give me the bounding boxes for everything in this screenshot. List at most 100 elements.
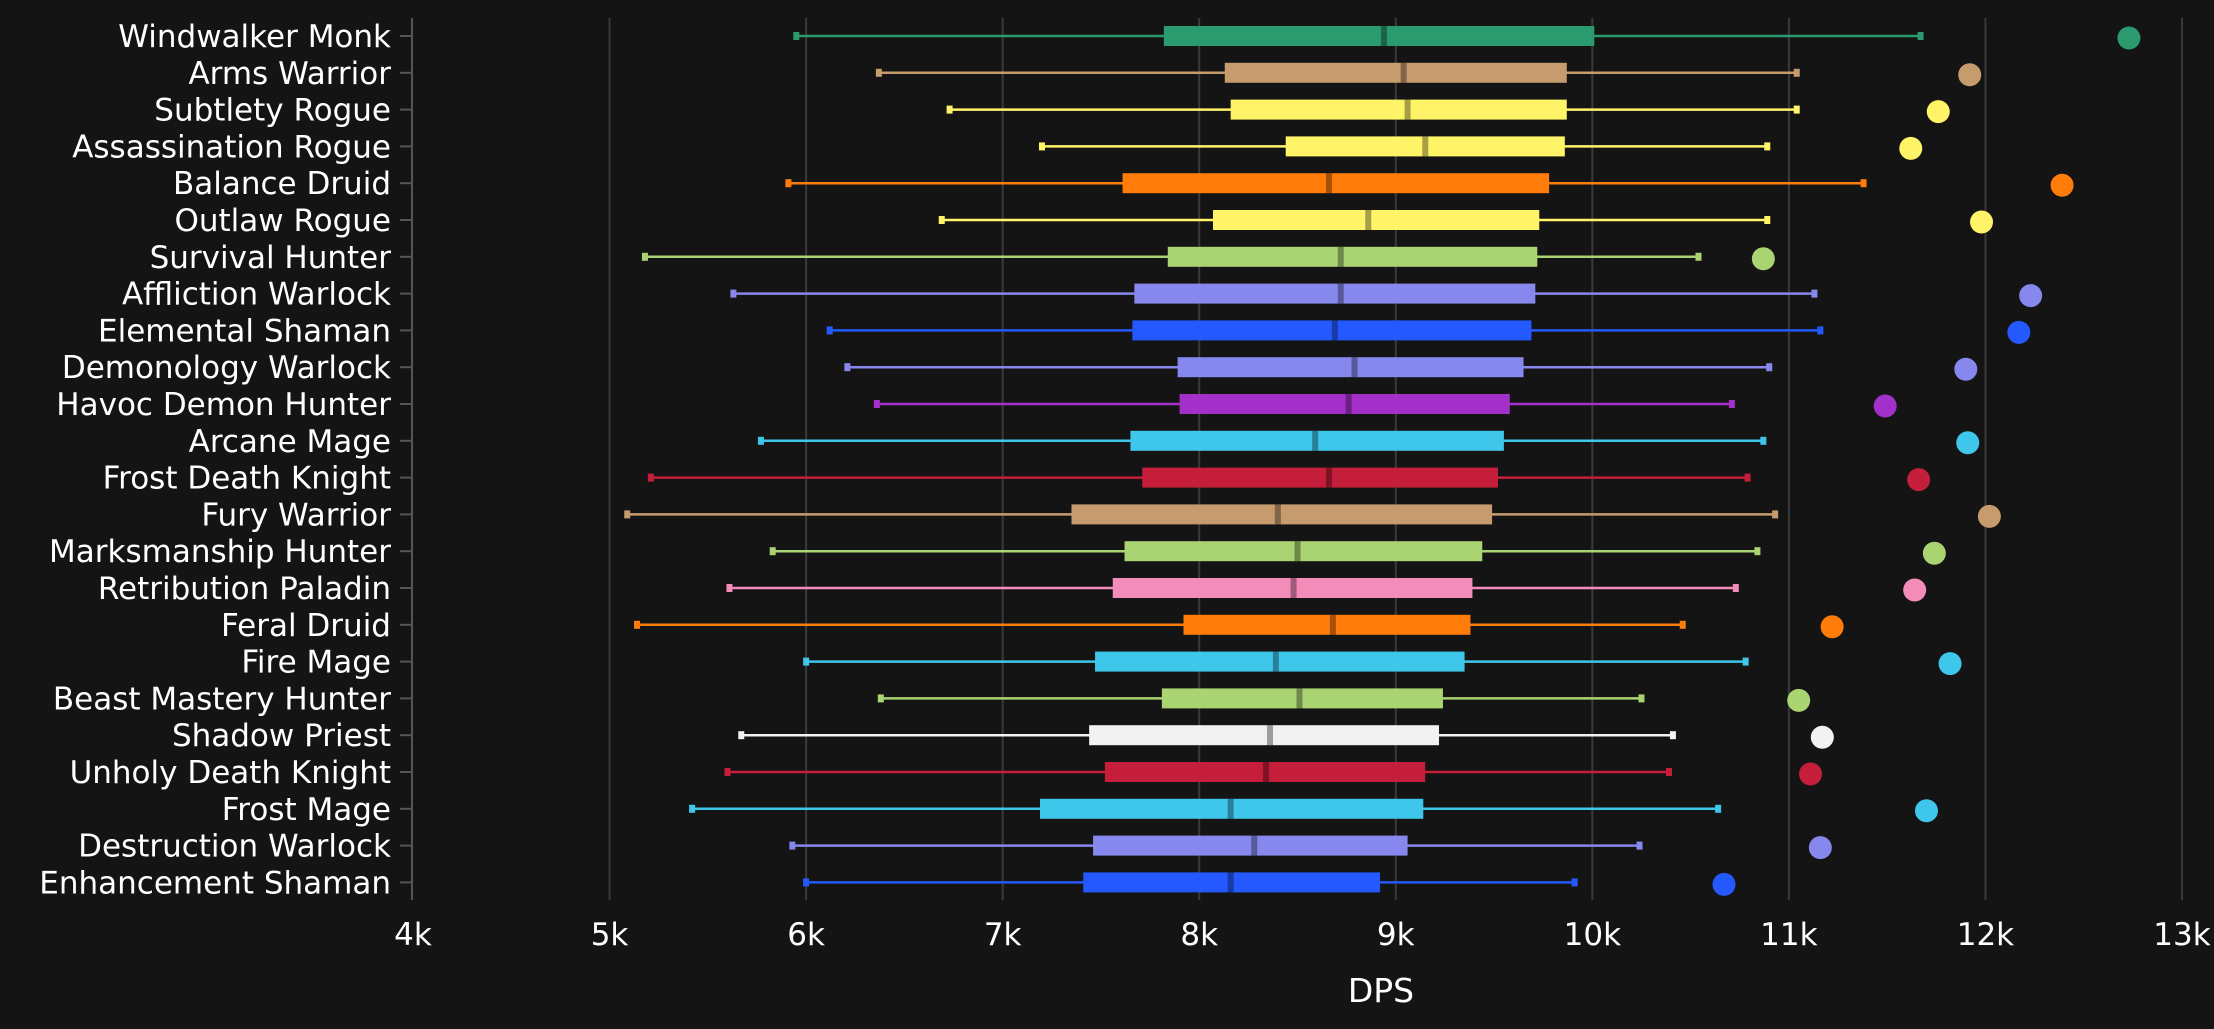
whisker-cap-min: [769, 547, 776, 556]
iqr-box: [1177, 357, 1524, 378]
box-plot-row: [634, 614, 1844, 639]
outlier-point: [1799, 762, 1823, 786]
iqr-box: [1132, 320, 1532, 341]
box-plot-row: [1038, 136, 1923, 160]
whisker-cap-min: [803, 657, 810, 666]
outlier-point: [1954, 357, 1978, 381]
box-plot-row: [877, 688, 1811, 712]
whisker-cap-min: [738, 731, 745, 740]
whisker-cap-max: [1665, 768, 1672, 776]
box-plot-row: [726, 578, 1927, 602]
x-axis: 4k 5k 6k 7k 8k 9k 10k 11k 12k 13k: [394, 917, 2211, 953]
spec-label: Frost Death Knight: [103, 461, 391, 497]
whisker-cap-max: [1793, 68, 1800, 77]
spec-label: Balance Druid: [173, 166, 391, 202]
x-tick-label: 13k: [2153, 917, 2210, 953]
outlier-point: [1808, 836, 1832, 860]
iqr-box: [1071, 504, 1493, 525]
box-plot-row: [826, 320, 2031, 344]
whisker-cap-max: [1679, 620, 1686, 629]
box-plot-row: [793, 26, 2141, 50]
outlier-point: [1712, 872, 1736, 896]
whisker-cap-min: [730, 289, 737, 298]
iqr-box: [1285, 136, 1565, 157]
median-line: [1266, 725, 1273, 746]
spec-label: Marksmanship Hunter: [49, 534, 391, 570]
x-tick-label: 10k: [1564, 917, 1621, 953]
median-line: [1351, 357, 1358, 378]
spec-label: Feral Druid: [221, 608, 391, 644]
outlier-point: [1899, 136, 1923, 160]
whisker-cap-max: [1636, 841, 1643, 850]
median-line: [1312, 430, 1319, 451]
iqr-box: [1104, 762, 1426, 782]
whisker-cap-min: [785, 179, 792, 188]
whisker-cap-min: [793, 32, 800, 40]
whisker-cap-min: [726, 584, 733, 592]
box-plot-row: [844, 357, 1978, 381]
box-plot-row: [785, 173, 2074, 197]
whisker-cap-max: [1860, 179, 1867, 188]
iqr-box: [1134, 283, 1536, 304]
whisker-cap-max: [1764, 142, 1771, 151]
spec-label: Demonology Warlock: [62, 350, 391, 386]
outlier-point: [1970, 210, 1994, 234]
whisker-cap-max: [1764, 216, 1771, 224]
box-plot-row: [624, 504, 2001, 528]
outlier-point: [1938, 652, 1962, 676]
whisker-cap-min: [826, 326, 833, 335]
whisker-cap-max: [1715, 804, 1722, 813]
outlier-point: [2019, 284, 2043, 308]
x-tick-label: 9k: [1377, 917, 1415, 953]
whisker-cap-max: [1772, 510, 1779, 519]
whisker-cap-max: [1732, 584, 1739, 592]
outlier-point: [1903, 578, 1927, 602]
box-plot-row: [757, 430, 1980, 455]
whisker-cap-min: [877, 694, 884, 703]
median-line: [1290, 578, 1297, 598]
outlier-point: [1873, 394, 1897, 418]
median-line: [1345, 394, 1352, 414]
whisker-cap-min: [647, 473, 654, 482]
spec-label: Elemental Shaman: [98, 313, 391, 349]
spec-label: Assassination Rogue: [72, 129, 391, 165]
box-plot-row: [789, 835, 1832, 860]
outlier-point: [2050, 173, 2074, 197]
whisker-cap-min: [1038, 142, 1045, 151]
box-plot-row: [873, 394, 1897, 418]
spec-label: Arcane Mage: [189, 424, 391, 460]
whisker-cap-min: [724, 768, 731, 776]
median-line: [1294, 541, 1301, 562]
median-line: [1227, 872, 1234, 893]
median-line: [1263, 762, 1270, 782]
whisker-cap-max: [1793, 105, 1800, 114]
iqr-box: [1161, 688, 1443, 709]
median-line: [1251, 835, 1258, 856]
whisker-cap-max: [1728, 400, 1735, 408]
median-line: [1274, 504, 1281, 525]
spec-label: Retribution Paladin: [98, 571, 391, 607]
median-line: [1380, 26, 1387, 46]
whisker-cap-min: [844, 363, 851, 372]
box-plot-row: [803, 651, 1962, 676]
iqr-box: [1183, 614, 1471, 635]
median-line: [1331, 320, 1338, 341]
x-tick-label: 12k: [1957, 917, 2014, 953]
spec-label: Affliction Warlock: [122, 277, 391, 313]
whisker-cap-min: [789, 841, 796, 850]
box-plot-row: [769, 541, 1946, 565]
x-tick-label: 5k: [591, 917, 629, 953]
outlier-point: [1820, 615, 1844, 639]
whisker-cap-max: [1695, 252, 1702, 261]
median-line: [1325, 467, 1332, 488]
x-tick-label: 7k: [984, 917, 1022, 953]
whisker-cap-min: [873, 400, 880, 408]
median-line: [1337, 246, 1344, 267]
x-tick-label: 11k: [1760, 917, 1817, 953]
outlier-point: [2117, 26, 2141, 50]
grid-lines: [608, 18, 2183, 900]
spec-label: Fire Mage: [241, 645, 391, 681]
iqr-box: [1095, 651, 1465, 672]
box-plot-row: [738, 725, 1834, 749]
whisker-cap-max: [1669, 731, 1676, 740]
